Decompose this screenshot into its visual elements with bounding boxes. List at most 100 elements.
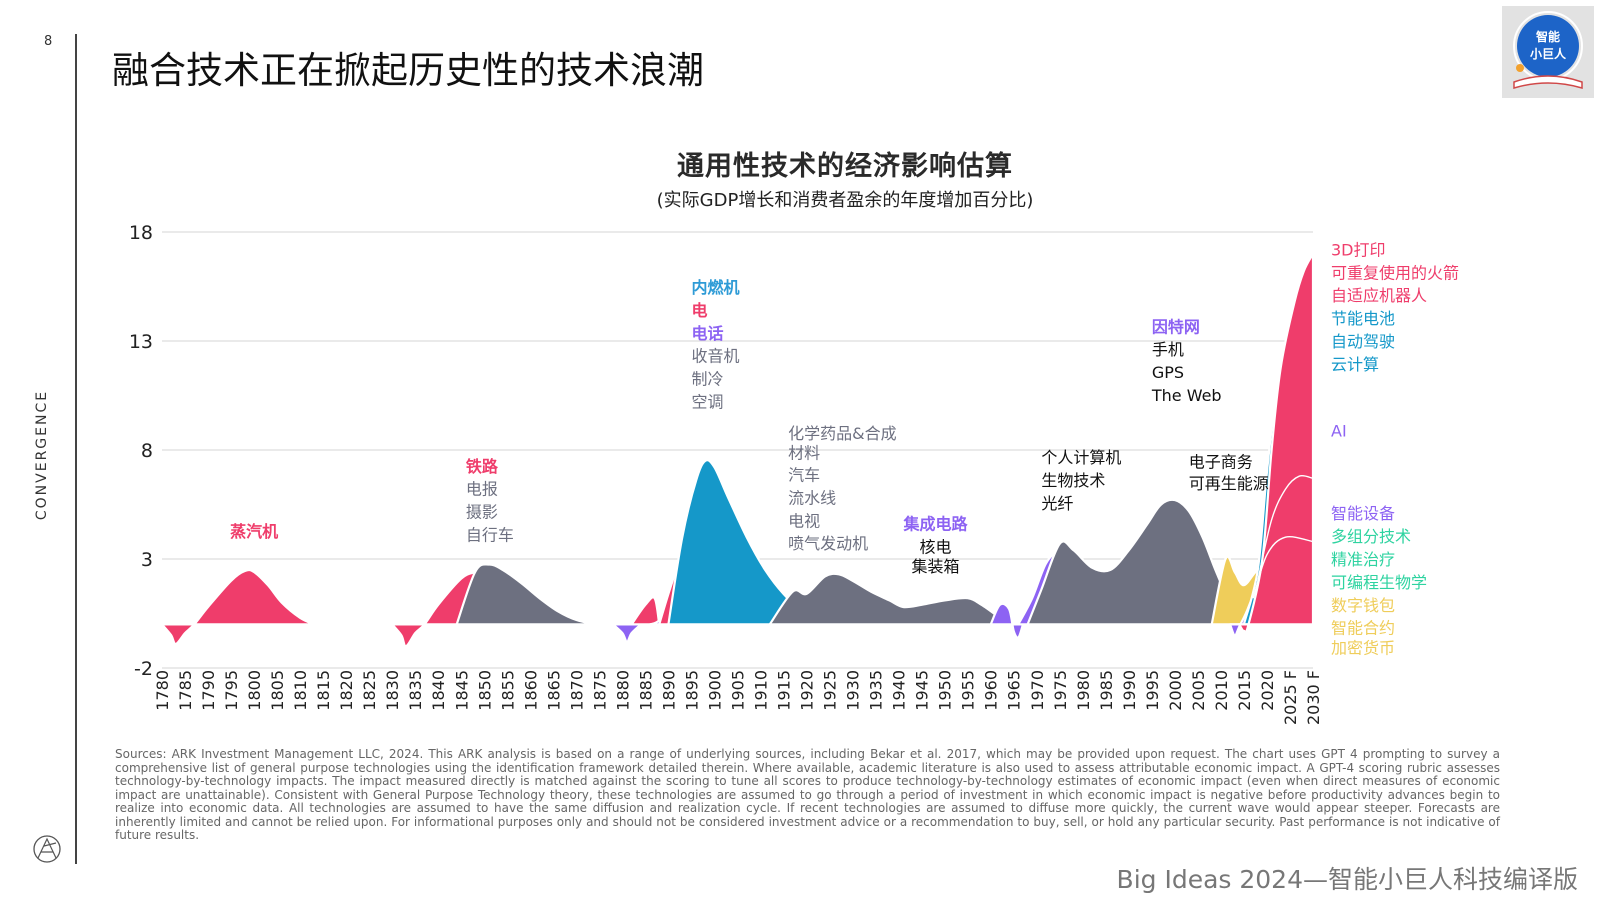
x-tick-label: 1925	[821, 670, 840, 711]
x-tick-label: 1995	[1143, 670, 1162, 711]
legend-entry: 加密货币	[1331, 638, 1395, 657]
x-tick-label: 1815	[314, 670, 333, 711]
x-tick-label: 1795	[222, 670, 241, 711]
chart-annotation: GPS	[1152, 363, 1184, 382]
brand-badge-icon: 智能 小巨人	[1513, 11, 1583, 90]
legend-entry: 智能设备	[1331, 504, 1395, 523]
x-tick-label: 1865	[544, 670, 563, 711]
x-tick-label: 2025 F	[1281, 670, 1300, 725]
legend-entry: 自适应机器人	[1331, 286, 1427, 305]
chart-annotation: 蒸汽机	[230, 522, 278, 541]
chart-annotation: 汽车	[788, 466, 820, 485]
legend-entry: 多组分技术	[1331, 527, 1411, 546]
chart-annotation: 制冷	[691, 370, 723, 389]
chart-annotation: 集装箱	[911, 557, 959, 576]
chart-annotation: 收音机	[691, 347, 739, 366]
chart-annotation: 内燃机	[691, 278, 739, 297]
x-tick-label: 2015	[1235, 670, 1254, 711]
x-tick-label: 1840	[429, 670, 448, 711]
chart-annotation: 电视	[788, 511, 820, 530]
x-tick-label: 1880	[613, 670, 632, 711]
chart-subtitle: (实际GDP增长和消费者盈余的年度增加百分比)	[656, 190, 1034, 211]
chart-annotation: 喷气发动机	[788, 534, 868, 553]
chart-annotation: 空调	[691, 392, 723, 411]
legend-entry: 可重复使用的火箭	[1331, 263, 1459, 282]
x-tick-label: 1855	[498, 670, 517, 711]
left-divider	[75, 34, 77, 864]
series-area-16	[1238, 252, 1315, 634]
chart-annotation: 光纤	[1041, 494, 1073, 513]
sources-note: Sources: ARK Investment Management LLC, …	[115, 747, 1500, 842]
chart-annotation: 材料	[788, 444, 820, 463]
chart-annotation: 电子商务	[1189, 452, 1253, 471]
chart-annotation: 电话	[691, 324, 723, 343]
legend-entry: 智能合约	[1331, 619, 1395, 638]
legend-entry: AI	[1331, 421, 1347, 440]
chart-annotation: 核电	[919, 537, 951, 556]
legend-entry: 3D打印	[1331, 240, 1386, 259]
x-tick-label: 1800	[245, 670, 264, 711]
x-tick-label: 1975	[1051, 670, 1070, 711]
y-tick-label: 18	[129, 222, 153, 244]
x-tick-label: 2010	[1212, 670, 1231, 711]
chart-annotation: 生物技术	[1041, 471, 1105, 490]
chart-annotation: 可再生能源	[1189, 474, 1269, 493]
wave-line	[1252, 536, 1314, 599]
x-tick-label: 1900	[706, 670, 725, 711]
chart-annotation: 电	[691, 301, 707, 320]
legend-entry: 精准治疗	[1331, 550, 1395, 569]
chart-annotation: The Web	[1151, 386, 1222, 405]
legend-entry: 数字钱包	[1331, 596, 1395, 615]
x-tick-label: 1890	[659, 670, 678, 711]
x-tick-label: 1845	[452, 670, 471, 711]
ark-logo-icon	[33, 835, 61, 863]
x-tick-label: 1860	[521, 670, 540, 711]
footer-caption: Big Ideas 2024—智能小巨人科技编译版	[1116, 865, 1578, 894]
x-tick-label: 2000	[1166, 670, 1185, 711]
x-tick-label: 2005	[1189, 670, 1208, 711]
chart-annotation: 摄影	[466, 503, 498, 522]
chart-title: 通用性技术的经济影响估算	[677, 151, 1013, 182]
page-number: 8	[44, 34, 53, 49]
x-tick-label: 1790	[199, 670, 218, 711]
brand-badge: 智能 小巨人	[1502, 6, 1594, 98]
x-tick-label: 1935	[867, 670, 886, 711]
x-tick-label: 1805	[268, 670, 287, 711]
x-tick-label: 1905	[729, 670, 748, 711]
badge-text-line2: 小巨人	[1530, 46, 1567, 61]
chart-annotation: 集成电路	[902, 515, 968, 534]
chart-annotation: 手机	[1152, 340, 1184, 359]
page-title: 融合技术正在掀起历史性的技术浪潮	[112, 49, 704, 92]
x-tick-label: 2030 F	[1304, 670, 1323, 725]
x-tick-label: 1785	[176, 670, 195, 711]
chart-annotation: 化学药品&合成	[788, 424, 896, 443]
chart-annotation: 个人计算机	[1041, 448, 1121, 467]
legend-entry: 可编程生物学	[1331, 573, 1427, 592]
x-tick-label: 1820	[337, 670, 356, 711]
x-tick-label: 1945	[913, 670, 932, 711]
series-area-9	[768, 572, 1011, 626]
series-area-10	[989, 602, 1024, 639]
x-tick-label: 1910	[752, 670, 771, 711]
x-tick-label: 1870	[567, 670, 586, 711]
legend-entry: 云计算	[1331, 355, 1379, 374]
x-tick-label: 1930	[844, 670, 863, 711]
legend-entry: 自动驾驶	[1331, 332, 1395, 351]
series-area-1	[160, 568, 315, 646]
chart-annotation: 自行车	[466, 525, 514, 544]
x-tick-label: 1920	[798, 670, 817, 711]
x-tick-label: 1835	[406, 670, 425, 711]
x-tick-label: 1985	[1097, 670, 1116, 711]
x-tick-label: 1970	[1028, 670, 1047, 711]
y-tick-label: 3	[141, 549, 153, 571]
x-tick-label: 1915	[775, 670, 794, 711]
x-tick-label: 1875	[590, 670, 609, 711]
legend-entry: 节能电池	[1331, 309, 1395, 328]
series-area-3	[455, 563, 596, 626]
x-tick-label: 1960	[982, 670, 1001, 711]
x-tick-label: 1980	[1074, 670, 1093, 711]
y-tick-label: -2	[134, 658, 153, 680]
x-tick-label: 1810	[291, 670, 310, 711]
series-area-4	[612, 623, 642, 643]
